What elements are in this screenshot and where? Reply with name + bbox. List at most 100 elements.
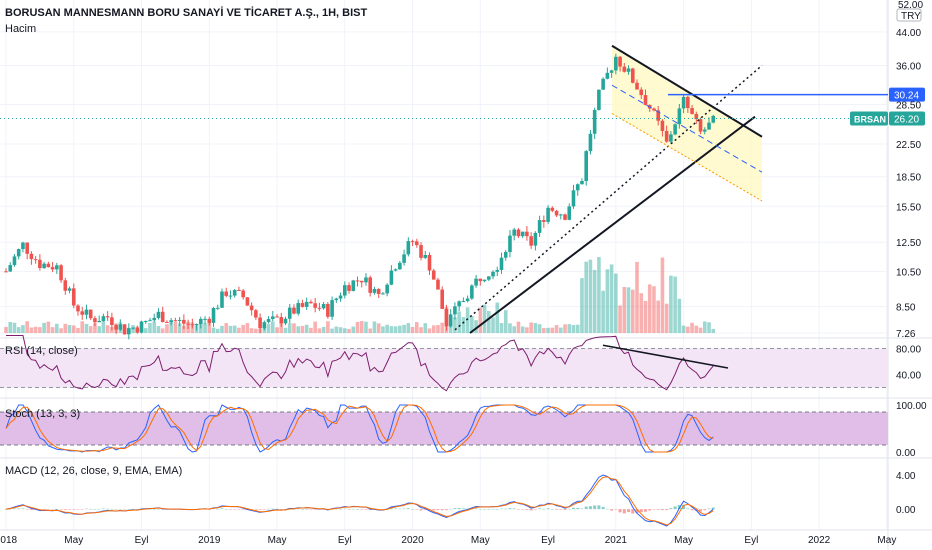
price-tick: 7.26 <box>896 329 916 340</box>
rsi-label: RSI (14, close) <box>5 345 78 357</box>
volume-label: Hacim <box>5 23 37 35</box>
candle-body <box>533 232 538 246</box>
volume-bar <box>93 323 97 333</box>
channel-mid-line[interactable] <box>611 84 763 173</box>
price-axis[interactable]: 44.00 36.00 28.50 22.50 18.50 15.50 12.50 10.50… <box>896 0 923 340</box>
macd-histogram-bar <box>495 509 499 510</box>
volume-bar <box>177 323 182 333</box>
macd-histogram-bar <box>68 509 72 510</box>
volume-bar <box>237 327 241 333</box>
candle-body <box>707 122 711 130</box>
macd-histogram-bar <box>652 509 656 510</box>
time-tick: 2018 <box>0 535 18 546</box>
volume-bar <box>584 261 588 333</box>
volume-bar <box>635 261 639 333</box>
candle-body <box>347 285 351 291</box>
price-tick: 18.50 <box>896 173 921 184</box>
stoch-pane[interactable]: 100.00 0.00 <box>0 401 927 459</box>
volume-bar <box>143 328 148 333</box>
time-axis[interactable]: 2018 May Eyl 2019 May Eyl 2020 May Eyl 2021 May Eyl… <box>0 535 896 546</box>
volume-bar <box>406 323 411 333</box>
macd-histogram-bar <box>262 509 266 510</box>
solid-trendline[interactable] <box>469 115 756 334</box>
candle-body <box>385 284 389 294</box>
volume-bar <box>182 325 186 333</box>
macd-histogram-bar <box>419 509 423 511</box>
channel-bottom-line[interactable] <box>611 113 763 202</box>
macd-histogram-bar <box>93 509 97 510</box>
macd-histogram-bar <box>665 509 669 511</box>
macd-histogram-bar <box>673 506 677 510</box>
candle-body <box>605 72 610 79</box>
candle-body <box>381 293 385 295</box>
price-tick: 8.50 <box>896 303 916 314</box>
candle-body <box>224 291 229 296</box>
candle-body <box>215 307 220 309</box>
macd-histogram-bar <box>84 508 88 510</box>
candle-body <box>465 298 470 302</box>
candle-body <box>495 269 500 272</box>
macd-histogram-bar <box>508 508 512 510</box>
macd-histogram-bar <box>436 509 440 511</box>
macd-histogram-bar <box>59 509 63 510</box>
candle-body <box>453 306 457 315</box>
macd-histogram-bar <box>461 508 465 510</box>
candle-body <box>279 317 284 324</box>
macd-histogram-bar <box>233 509 237 510</box>
volume-bar <box>398 325 402 333</box>
candle-body <box>296 303 301 314</box>
macd-histogram-bar <box>584 506 588 510</box>
macd-histogram-bar <box>406 508 410 510</box>
candle-body <box>503 251 508 258</box>
rsi-pane[interactable]: 80.00 40.00 <box>0 335 921 392</box>
volume-bar <box>376 323 381 333</box>
volume-bar <box>266 323 271 333</box>
macd-histogram-bar <box>588 506 592 510</box>
candle-body <box>118 324 123 330</box>
volume-bar <box>173 321 178 333</box>
candle-body <box>25 242 29 254</box>
candle-body <box>220 291 224 308</box>
volume-bar <box>588 259 593 333</box>
volume-bar <box>643 300 648 333</box>
candle-body <box>29 253 34 260</box>
macd-histogram-bar <box>398 508 402 510</box>
macd-histogram-bar <box>499 508 503 510</box>
candle-body <box>334 298 339 301</box>
macd-pane[interactable]: 4.00 0.00 <box>4 471 916 527</box>
rsi-tick: 80.00 <box>896 345 921 356</box>
candle-body <box>59 265 63 281</box>
macd-histogram-bar <box>343 508 347 510</box>
macd-histogram-bar <box>228 509 232 510</box>
channel-top-line[interactable] <box>611 44 763 138</box>
macd-histogram-bar <box>669 508 673 510</box>
volume-bar <box>4 327 8 333</box>
candle-body <box>110 317 114 326</box>
price-pane[interactable] <box>0 44 888 340</box>
candle-body <box>431 270 436 280</box>
candle-body <box>410 241 415 243</box>
volume-bar <box>67 325 72 333</box>
macd-histogram-bar <box>516 509 520 510</box>
volume-bar <box>554 325 559 333</box>
volume-bar <box>97 326 101 333</box>
volume-bar <box>499 323 504 333</box>
volume-bar <box>245 323 250 333</box>
candle-body <box>398 262 402 270</box>
volume-bar <box>71 325 76 333</box>
volume-bar <box>300 325 305 333</box>
macd-histogram-bar <box>453 508 457 510</box>
macd-histogram-bar <box>610 509 614 511</box>
time-tick: Eyl <box>338 535 352 546</box>
macd-histogram-bar <box>643 509 647 512</box>
macd-histogram-bar <box>148 508 152 510</box>
volume-bar <box>470 316 474 333</box>
volume-bar <box>652 286 656 333</box>
macd-histogram-bar <box>271 508 275 510</box>
macd-histogram-bar <box>123 509 127 510</box>
volume-bar <box>694 325 699 333</box>
macd-histogram-bar <box>639 509 643 513</box>
candle-body <box>478 278 483 282</box>
symbol-tag <box>850 111 888 126</box>
